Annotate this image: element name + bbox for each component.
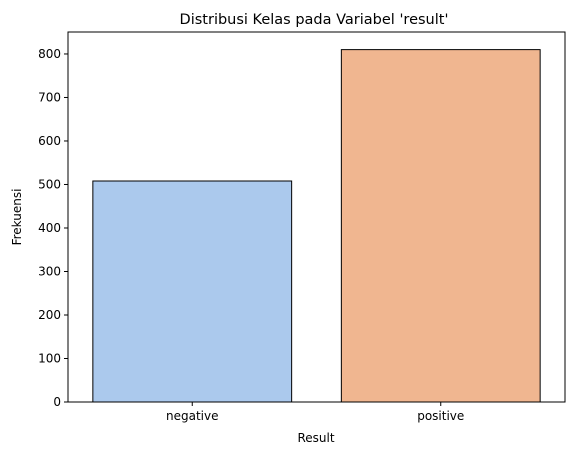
y-tick-label: 400	[38, 221, 61, 235]
x-axis-label: Result	[297, 431, 334, 445]
y-axis-label: Frekuensi	[10, 189, 24, 246]
chart-title: Distribusi Kelas pada Variabel 'result'	[180, 12, 449, 28]
y-tick-label: 200	[38, 308, 61, 322]
y-tick-label: 600	[38, 134, 61, 148]
y-tick-label: 100	[38, 351, 61, 365]
y-tick-label: 700	[38, 90, 61, 104]
y-tick-label: 800	[38, 47, 61, 61]
bar-negative	[92, 180, 293, 403]
x-tick-label: positive	[417, 409, 464, 423]
bars-group	[92, 49, 541, 403]
y-tick-label: 500	[38, 177, 61, 191]
y-axis-ticks: 0 100 200 300 400 500 600 700 800	[38, 47, 68, 409]
bar-positive	[340, 49, 541, 403]
x-axis-ticks: negative positive	[166, 402, 464, 423]
y-tick-label: 300	[38, 264, 61, 278]
y-tick-label: 0	[53, 395, 61, 409]
x-tick-label: negative	[166, 409, 218, 423]
plot-frame	[67, 31, 566, 403]
